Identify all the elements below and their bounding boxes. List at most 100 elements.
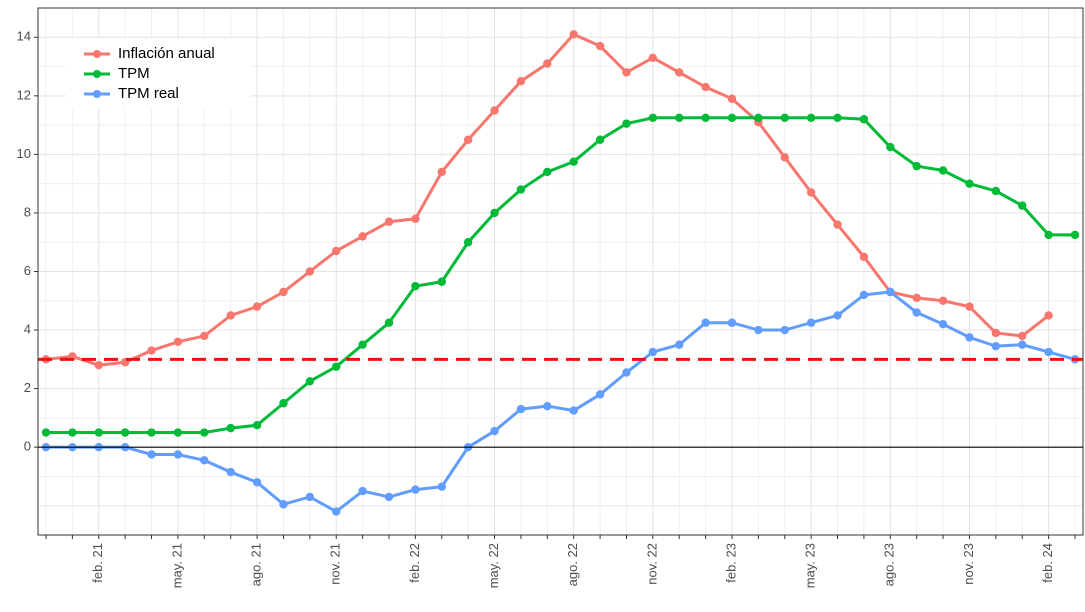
- data-point: [886, 287, 895, 297]
- data-point: [305, 267, 315, 276]
- data-point: [569, 30, 578, 39]
- data-point: [648, 113, 658, 122]
- data-point: [226, 423, 235, 433]
- data-point: [94, 360, 103, 370]
- data-point: [147, 450, 156, 459]
- data-point: [384, 217, 394, 226]
- x-tick-label: nov. 22: [644, 543, 659, 585]
- data-point: [780, 325, 789, 335]
- data-point: [727, 113, 737, 122]
- data-point: [991, 186, 1001, 196]
- data-point: [411, 485, 420, 494]
- data-point: [279, 500, 288, 509]
- data-point: [965, 302, 974, 311]
- data-point: [332, 362, 341, 371]
- data-point: [859, 252, 869, 262]
- data-point: [358, 232, 367, 241]
- data-point: [173, 450, 183, 459]
- data-point: [147, 346, 156, 355]
- data-point: [463, 135, 473, 144]
- y-tick-label: 12: [17, 87, 31, 102]
- x-tick-label: feb. 22: [407, 543, 422, 583]
- data-point: [173, 337, 183, 346]
- data-point: [411, 214, 420, 223]
- data-point: [41, 428, 51, 437]
- data-point: [1018, 331, 1027, 341]
- data-point: [437, 482, 446, 491]
- data-point: [912, 308, 921, 317]
- series-line: [46, 116, 1075, 435]
- data-point: [701, 113, 710, 122]
- x-tick-label: ago. 21: [249, 543, 264, 586]
- y-tick-label: 4: [24, 321, 31, 336]
- x-tick-label: nov. 21: [328, 543, 343, 585]
- data-point: [332, 246, 341, 256]
- data-point: [675, 113, 684, 122]
- data-point: [543, 59, 552, 68]
- data-point: [754, 113, 763, 122]
- x-tick-label: ago. 22: [565, 543, 580, 586]
- data-point: [1070, 230, 1080, 240]
- data-point: [595, 41, 605, 51]
- data-point: [226, 467, 235, 477]
- x-tick-label: feb. 24: [1040, 543, 1055, 583]
- data-point: [780, 153, 789, 162]
- data-point: [490, 106, 499, 115]
- plot-border: [37, 7, 1084, 536]
- data-point: [384, 492, 394, 502]
- x-tick-label: ago. 23: [882, 543, 897, 586]
- data-point: [806, 188, 816, 197]
- data-point: [200, 331, 209, 341]
- data-point: [833, 311, 842, 320]
- data-point: [516, 185, 526, 194]
- data-point: [622, 368, 631, 377]
- x-tick-label: feb. 23: [723, 543, 738, 583]
- data-point: [252, 478, 262, 487]
- x-tick-label: feb. 21: [90, 543, 105, 583]
- data-point: [252, 421, 262, 430]
- data-point: [622, 119, 631, 128]
- data-point: [701, 82, 710, 92]
- legend-label: Inflación anual: [118, 45, 215, 62]
- data-point: [859, 115, 869, 124]
- data-point: [279, 287, 288, 297]
- data-point: [622, 68, 631, 77]
- data-point: [1044, 347, 1053, 357]
- data-point: [806, 113, 816, 122]
- data-point: [543, 401, 552, 411]
- series-line: [46, 290, 1076, 514]
- data-point: [173, 428, 183, 437]
- data-point: [411, 281, 420, 291]
- data-point: [727, 318, 737, 327]
- data-point: [358, 340, 367, 349]
- data-point: [595, 135, 605, 144]
- data-point: [200, 428, 209, 437]
- y-tick-label: 14: [17, 29, 31, 44]
- data-point: [965, 333, 974, 342]
- data-point: [912, 161, 921, 171]
- data-point: [226, 311, 235, 320]
- y-tick-label: 2: [24, 380, 31, 395]
- data-point: [648, 347, 658, 357]
- data-point: [200, 456, 209, 465]
- data-point: [675, 68, 684, 77]
- data-point: [965, 179, 974, 188]
- data-point: [780, 113, 789, 122]
- data-point: [569, 406, 578, 415]
- data-point: [305, 377, 315, 386]
- legend-label: TPM real: [118, 85, 179, 102]
- legend-key: [93, 70, 101, 78]
- data-point: [754, 325, 763, 335]
- data-point: [94, 428, 103, 437]
- legend-label: TPM: [118, 65, 150, 82]
- data-point: [68, 428, 77, 437]
- data-point: [833, 220, 842, 229]
- data-point: [252, 302, 262, 311]
- data-point: [833, 113, 842, 122]
- data-point: [305, 492, 315, 502]
- y-tick-label: 6: [24, 263, 31, 278]
- legend-key: [93, 90, 101, 98]
- y-tick-label: 10: [17, 146, 31, 161]
- data-point: [675, 340, 684, 349]
- data-point: [516, 76, 526, 86]
